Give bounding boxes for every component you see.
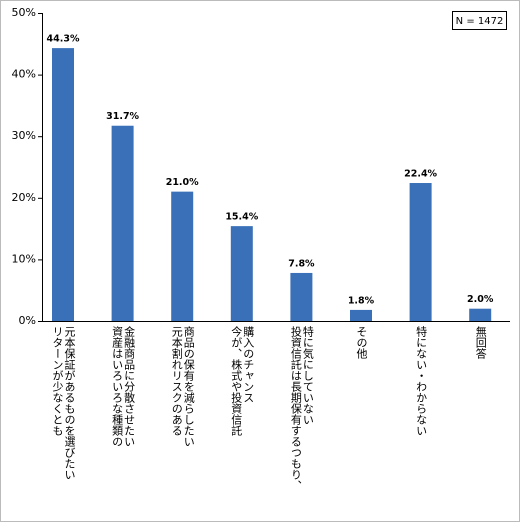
bar	[290, 272, 313, 321]
y-tick-label: 30%	[12, 129, 36, 142]
value-label: 31.7%	[106, 111, 139, 122]
bar	[409, 183, 432, 321]
value-label: 1.8%	[348, 295, 375, 306]
bar	[171, 191, 194, 321]
x-tick-label: その他	[355, 326, 368, 359]
bar	[350, 309, 372, 321]
y-tick-label: 50%	[12, 6, 36, 19]
note-box	[452, 11, 507, 30]
x-tick-label: 特に気にしていない 投資信託は長期保有するつもり、	[289, 326, 315, 491]
bar	[469, 308, 492, 321]
x-tick-label: 商品の保有を減らしたい 元本割れリスクのある	[170, 326, 196, 447]
note: N = 1472	[456, 16, 504, 27]
y-tick-label: 20%	[12, 191, 36, 204]
value-label: 7.8%	[288, 258, 315, 269]
x-tick-label: 購入のチャンス 今が、株式や投資信託	[229, 326, 255, 436]
value-label: 22.4%	[404, 169, 437, 180]
y-tick-label: 40%	[12, 68, 36, 81]
bar	[52, 48, 74, 321]
value-label: 44.3%	[47, 34, 80, 45]
y-tick-label: 0%	[19, 314, 36, 327]
x-tick-label: 特にない・わからない	[414, 326, 428, 436]
value-label: 21.0%	[166, 177, 199, 188]
x-tick-label: 無回答	[474, 326, 488, 359]
bar	[111, 125, 134, 321]
x-tick-label: 元本保証があるものを選びたい リターンが少なくとも	[51, 326, 76, 480]
value-label: 2.0%	[467, 294, 494, 305]
value-label: 15.4%	[225, 212, 258, 223]
bar	[230, 226, 253, 321]
y-tick-label: 10%	[12, 252, 36, 265]
x-tick-label: 金融商品に分散させたい 資産はいろいろな種類の	[110, 326, 136, 447]
